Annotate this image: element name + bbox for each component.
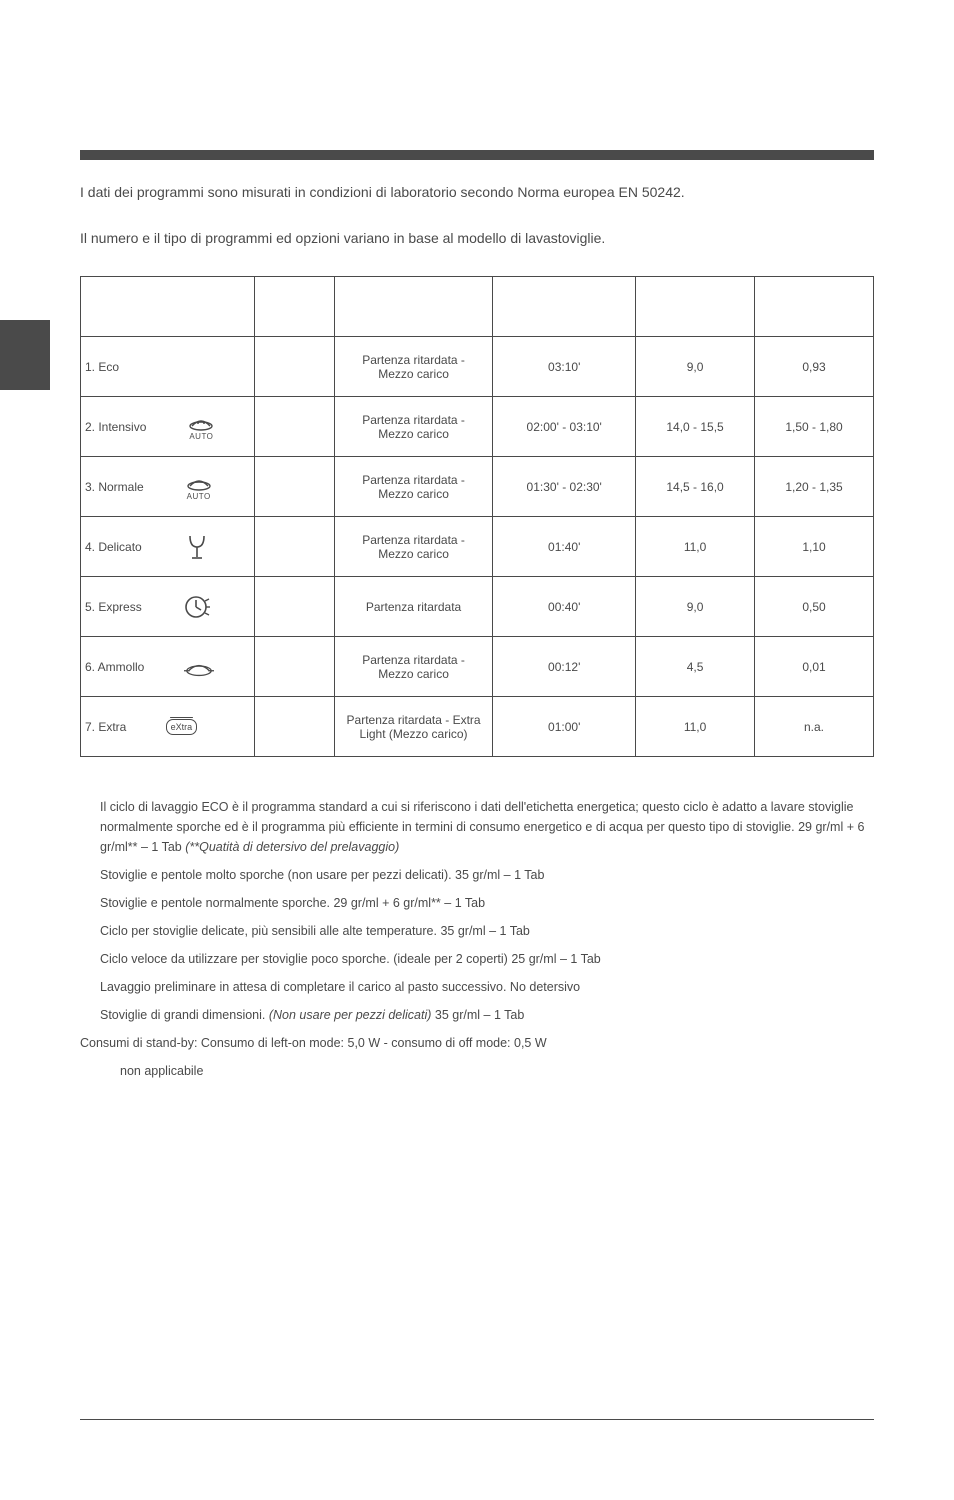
- cell-water: 14,5 - 16,0: [636, 457, 755, 517]
- delicato-icon: [182, 533, 212, 561]
- cell-blank: [255, 577, 334, 637]
- notes-section: Il ciclo di lavaggio ECO è il programma …: [80, 797, 874, 1081]
- cell-options: Partenza ritardata - ExtraLight (Mezzo c…: [334, 697, 493, 757]
- cell-duration: 01:40': [493, 517, 636, 577]
- cell-duration: 00:12': [493, 637, 636, 697]
- cell-duration: 01:30' - 02:30': [493, 457, 636, 517]
- cell-blank: [255, 457, 334, 517]
- table-row: 7. Extra eXtra Partenza ritardata - Extr…: [81, 697, 874, 757]
- header-bar: [80, 150, 874, 160]
- note-8: Consumi di stand-by: Consumo di left-on …: [80, 1033, 874, 1053]
- th-blank: [255, 277, 334, 337]
- cell-energy: 0,50: [755, 577, 874, 637]
- cell-duration: 01:00': [493, 697, 636, 757]
- cell-blank: [255, 637, 334, 697]
- table-row: 4. Delicato Partenza ritardata -Mezzo ca…: [81, 517, 874, 577]
- table-row: 3. Normale AUTO Partenza ritardata -Mezz…: [81, 457, 874, 517]
- cell-options: Partenza ritardata -Mezzo carico: [334, 337, 493, 397]
- program-label: 6. Ammollo: [85, 660, 144, 674]
- table-row: 1. Eco Partenza ritardata -Mezzo carico0…: [81, 337, 874, 397]
- normale-icon: AUTO: [184, 473, 214, 501]
- th-program: [81, 277, 255, 337]
- program-label: 3. Normale: [85, 480, 144, 494]
- cell-blank: [255, 517, 334, 577]
- cell-energy: 1,10: [755, 517, 874, 577]
- program-label: 5. Express: [85, 600, 142, 614]
- table-header-row: [81, 277, 874, 337]
- page-content: I dati dei programmi sono misurati in co…: [0, 150, 954, 1081]
- note-9: non applicabile: [80, 1061, 874, 1081]
- extra-icon: eXtra: [166, 719, 196, 735]
- th-options: [334, 277, 493, 337]
- cell-options: Partenza ritardata -Mezzo carico: [334, 457, 493, 517]
- cell-options: Partenza ritardata -Mezzo carico: [334, 637, 493, 697]
- cell-options: Partenza ritardata -Mezzo carico: [334, 517, 493, 577]
- th-energy: [755, 277, 874, 337]
- cell-duration: 03:10': [493, 337, 636, 397]
- th-water: [636, 277, 755, 337]
- cell-energy: 1,20 - 1,35: [755, 457, 874, 517]
- note-3: Stoviglie e pentole normalmente sporche.…: [80, 893, 874, 913]
- sidebar-accent: [0, 320, 50, 390]
- table-row: 6. Ammollo Partenza ritardata -Mezzo car…: [81, 637, 874, 697]
- footer-line: [80, 1419, 874, 1420]
- cell-blank: [255, 397, 334, 457]
- cell-water: 9,0: [636, 337, 755, 397]
- cell-blank: [255, 697, 334, 757]
- cell-blank: [255, 337, 334, 397]
- program-label: 1. Eco: [85, 360, 119, 374]
- th-duration: [493, 277, 636, 337]
- programs-table: 1. Eco Partenza ritardata -Mezzo carico0…: [80, 276, 874, 757]
- cell-program: 5. Express: [81, 577, 255, 637]
- cell-program: 6. Ammollo: [81, 637, 255, 697]
- table-row: 2. Intensivo AUTO Partenza ritardata -Me…: [81, 397, 874, 457]
- cell-duration: 02:00' - 03:10': [493, 397, 636, 457]
- cell-program: 4. Delicato: [81, 517, 255, 577]
- note-1: Il ciclo di lavaggio ECO è il programma …: [80, 797, 874, 857]
- note-2: Stoviglie e pentole molto sporche (non u…: [80, 865, 874, 885]
- cell-program: 1. Eco: [81, 337, 255, 397]
- cell-program: 2. Intensivo AUTO: [81, 397, 255, 457]
- cell-water: 11,0: [636, 517, 755, 577]
- intensivo-icon: AUTO: [186, 413, 216, 441]
- cell-energy: 0,01: [755, 637, 874, 697]
- cell-options: Partenza ritardata -Mezzo carico: [334, 397, 493, 457]
- cell-water: 4,5: [636, 637, 755, 697]
- note-6: Lavaggio preliminare in attesa di comple…: [80, 977, 874, 997]
- cell-program: 7. Extra eXtra: [81, 697, 255, 757]
- program-label: 2. Intensivo: [85, 420, 146, 434]
- program-label: 4. Delicato: [85, 540, 142, 554]
- ammollo-icon: [184, 656, 214, 678]
- cell-water: 14,0 - 15,5: [636, 397, 755, 457]
- cell-water: 9,0: [636, 577, 755, 637]
- express-icon: [182, 594, 212, 620]
- cell-energy: 0,93: [755, 337, 874, 397]
- note-5: Ciclo veloce da utilizzare per stoviglie…: [80, 949, 874, 969]
- cell-options: Partenza ritardata: [334, 577, 493, 637]
- note-4: Ciclo per stoviglie delicate, più sensib…: [80, 921, 874, 941]
- cell-energy: 1,50 - 1,80: [755, 397, 874, 457]
- program-label: 7. Extra: [85, 720, 126, 734]
- cell-water: 11,0: [636, 697, 755, 757]
- cell-duration: 00:40': [493, 577, 636, 637]
- cell-energy: n.a.: [755, 697, 874, 757]
- note-7: Stoviglie di grandi dimensioni. (Non usa…: [80, 1005, 874, 1025]
- cell-program: 3. Normale AUTO: [81, 457, 255, 517]
- intro-text-1: I dati dei programmi sono misurati in co…: [80, 184, 874, 200]
- table-row: 5. Express Partenza ritardata00:40'9,00,…: [81, 577, 874, 637]
- intro-text-2: Il numero e il tipo di programmi ed opzi…: [80, 230, 874, 246]
